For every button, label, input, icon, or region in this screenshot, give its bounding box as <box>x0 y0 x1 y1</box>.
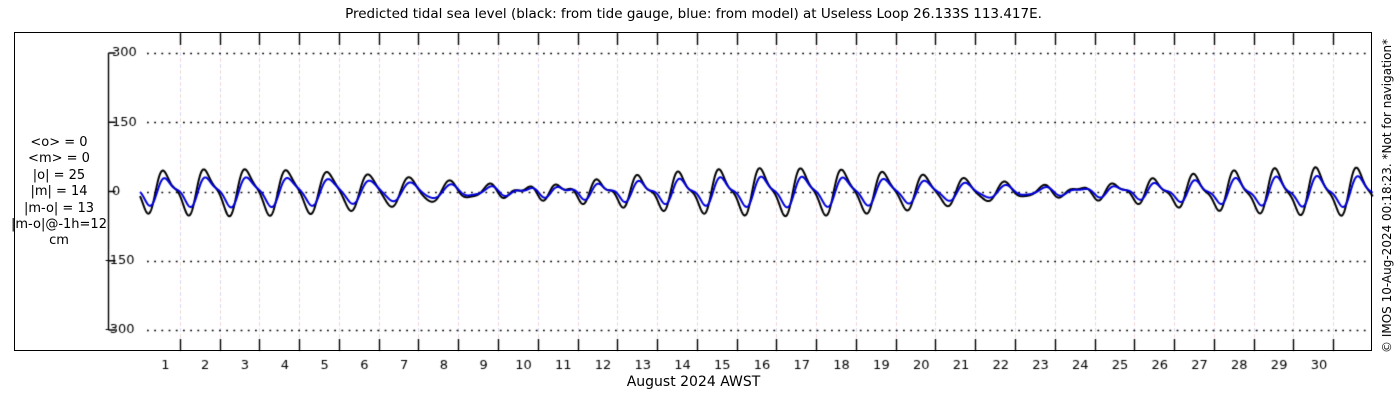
stat-line-diff-lag: |m-o|@-1h=12 <box>11 217 107 233</box>
stats-block: <o> = 0 <m> = 0 |o| = 25 |m| = 14 |m-o| … <box>2 135 116 250</box>
stat-line-abs-model: |m| = 14 <box>30 184 88 200</box>
stat-line-mean-obs: <o> = 0 <box>30 135 88 150</box>
stat-line-unit: cm <box>49 233 69 249</box>
x-axis-label: August 2024 AWST <box>626 374 761 390</box>
stat-line-abs-diff: |m-o| = 13 <box>23 200 94 216</box>
stat-line-abs-obs: |o| = 25 <box>32 167 86 183</box>
stat-line-mean-model: <m> = 0 <box>28 151 90 167</box>
watermark-text: © IMOS 10-Aug-2024 00:18:23. *Not for na… <box>1380 38 1394 354</box>
